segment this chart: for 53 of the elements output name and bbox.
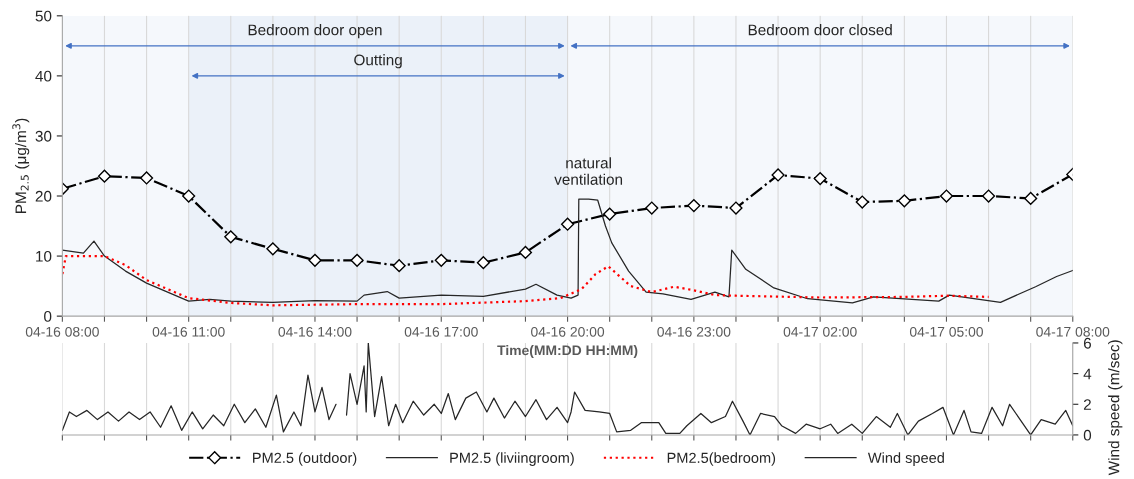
x-tick-label: 04-16 17:00 — [404, 326, 478, 337]
legend-label: PM2.5(bedroom) — [667, 452, 776, 466]
y-tick-label: 0 — [44, 311, 52, 322]
point — [645, 201, 659, 215]
point — [434, 253, 448, 267]
point — [939, 189, 954, 203]
y-tick-label: 10 — [36, 250, 52, 262]
y-tick-label: 30 — [35, 130, 52, 142]
point — [687, 199, 701, 213]
point — [224, 230, 238, 244]
y-tick-label: 20 — [35, 190, 52, 202]
x-tick-label: 04-16 23:00 — [657, 326, 731, 337]
point — [1024, 191, 1038, 205]
annotation: natural ventilation — [554, 157, 623, 185]
point — [97, 169, 112, 183]
x-tick-label: 04-16 20:00 — [531, 326, 605, 337]
y-axis-title: PM$_{2.5}$ (μg/m$^{3}$) — [12, 118, 30, 213]
point — [182, 189, 196, 203]
point — [897, 194, 911, 208]
legend-label: Wind speed — [867, 452, 944, 466]
point — [560, 217, 575, 231]
point — [392, 259, 406, 273]
point — [266, 242, 280, 256]
x-tick-label: 04-16 14:00 — [278, 326, 352, 337]
x-tick-label: 04-17 02:00 — [783, 326, 857, 337]
x-tick-label: 04-17 05:00 — [909, 326, 983, 337]
x-axis-title: Time(MM:DD HH:MM) — [497, 345, 638, 359]
y-tick-label: 40 — [35, 70, 52, 82]
point — [350, 253, 364, 267]
point — [813, 171, 827, 186]
point — [139, 171, 154, 185]
x-tick-label: 04-16 08:00 — [25, 326, 99, 337]
x-tick-label: 04-17 08:00 — [1036, 326, 1110, 337]
point — [729, 201, 743, 215]
y-tick-label: 50 — [35, 10, 52, 22]
point — [981, 189, 996, 203]
point — [603, 207, 617, 221]
y-tick-label: 2 — [1083, 399, 1091, 410]
y-tick-label: 4 — [1083, 368, 1092, 380]
legend-label: PM2.5 (liviingroom) — [450, 452, 574, 466]
y-tick-label: 0 — [1083, 429, 1092, 441]
point — [771, 168, 785, 182]
point — [518, 245, 533, 260]
band-label: Bedroom door closed — [748, 24, 892, 36]
point — [308, 253, 322, 267]
x-tick-label: 04-16 11:00 — [152, 326, 225, 337]
y-tick-label: 6 — [1083, 337, 1092, 349]
y-axis-title: Wind speed (m/sec) — [1108, 340, 1123, 476]
band-label: Outting — [354, 54, 402, 69]
point — [476, 256, 490, 270]
band-label: Bedroom door open — [248, 24, 382, 39]
point — [855, 195, 869, 209]
legend-label: PM2.5 (outdoor) — [253, 452, 357, 466]
